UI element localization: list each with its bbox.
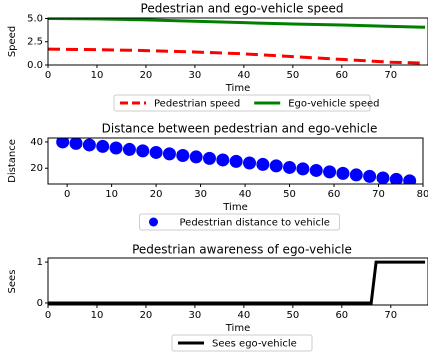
x-axis-label: Time	[225, 323, 250, 334]
axes-frame	[47, 17, 428, 66]
y-tick-label: 0.0	[27, 60, 43, 71]
point	[149, 145, 163, 159]
plot-area	[48, 18, 426, 65]
legend-box	[139, 213, 340, 231]
point	[269, 159, 283, 173]
plot-area	[56, 138, 417, 184]
chart-title: Distance between pedestrian and ego-vehi…	[102, 122, 378, 136]
x-tick-label: 30	[189, 310, 202, 321]
chart-title: Pedestrian awareness of ego-vehicle	[132, 243, 352, 257]
legend-marker	[149, 217, 158, 227]
point	[202, 151, 216, 165]
legend-box	[113, 94, 371, 112]
x-tick-label: 60	[328, 189, 341, 200]
x-tick-label: 70	[384, 70, 397, 81]
x-tick-label: 10	[91, 310, 104, 321]
x-tick-label: 50	[286, 310, 299, 321]
point	[82, 138, 96, 152]
y-axis-label: Speed	[7, 26, 18, 57]
point	[122, 142, 136, 156]
point	[309, 163, 323, 177]
line	[48, 18, 426, 29]
x-tick-label: 50	[286, 70, 299, 81]
point	[216, 153, 230, 167]
point	[389, 172, 403, 184]
point	[136, 144, 150, 158]
legend-box	[171, 334, 313, 352]
point	[403, 174, 417, 184]
x-tick-label: 60	[335, 310, 348, 321]
point	[243, 156, 257, 170]
line	[48, 47, 426, 65]
x-tick-label: 30	[189, 70, 202, 81]
y-tick-label: 1	[37, 257, 43, 268]
y-tick-label: 0	[37, 298, 43, 309]
point	[176, 148, 190, 162]
point	[323, 165, 337, 179]
legend-label: Sees ego-vehicle	[212, 339, 297, 350]
point	[296, 162, 310, 176]
legend-label: Pedestrian distance to vehicle	[180, 218, 330, 229]
x-tick-label: 80	[417, 189, 428, 200]
legend-label: Ego-vehicle speed	[288, 99, 379, 110]
x-tick-label: 20	[140, 310, 153, 321]
x-axis-label: Time	[222, 202, 247, 213]
x-tick-label: 40	[238, 70, 251, 81]
x-tick-label: 0	[64, 189, 70, 200]
point	[56, 138, 70, 149]
axes-frame	[47, 257, 428, 306]
x-tick-label: 0	[45, 70, 51, 81]
x-axis-label: Time	[225, 83, 250, 94]
x-tick-label: 70	[384, 310, 397, 321]
y-tick-label: 40	[30, 137, 43, 148]
y-tick-label: 5.0	[27, 13, 43, 24]
point	[256, 157, 270, 171]
point	[283, 160, 297, 174]
point	[109, 141, 123, 155]
point	[229, 154, 243, 168]
x-tick-label: 70	[372, 189, 385, 200]
x-tick-label: 30	[194, 189, 207, 200]
y-axis-label: Distance	[7, 139, 18, 183]
x-tick-label: 10	[91, 70, 104, 81]
legend-label: Pedestrian speed	[154, 99, 240, 110]
plot-area	[48, 260, 426, 305]
x-tick-label: 20	[150, 189, 163, 200]
x-tick-label: 0	[45, 310, 51, 321]
y-tick-label: 2.5	[27, 37, 43, 48]
x-tick-label: 10	[105, 189, 118, 200]
x-tick-label: 60	[335, 70, 348, 81]
chart-title: Pedestrian and ego-vehicle speed	[141, 2, 344, 16]
x-tick-label: 40	[238, 310, 251, 321]
y-axis-label: Sees	[7, 270, 18, 294]
point	[349, 168, 363, 182]
point	[336, 166, 350, 180]
point	[69, 138, 83, 150]
point	[162, 147, 176, 161]
y-tick-label: 20	[30, 163, 43, 174]
x-tick-label: 40	[239, 189, 252, 200]
point	[376, 171, 390, 184]
x-tick-label: 20	[140, 70, 153, 81]
point	[363, 169, 377, 183]
line	[48, 260, 426, 305]
point	[189, 150, 203, 164]
axes-frame	[47, 137, 424, 185]
point	[96, 139, 110, 153]
x-tick-label: 50	[283, 189, 296, 200]
